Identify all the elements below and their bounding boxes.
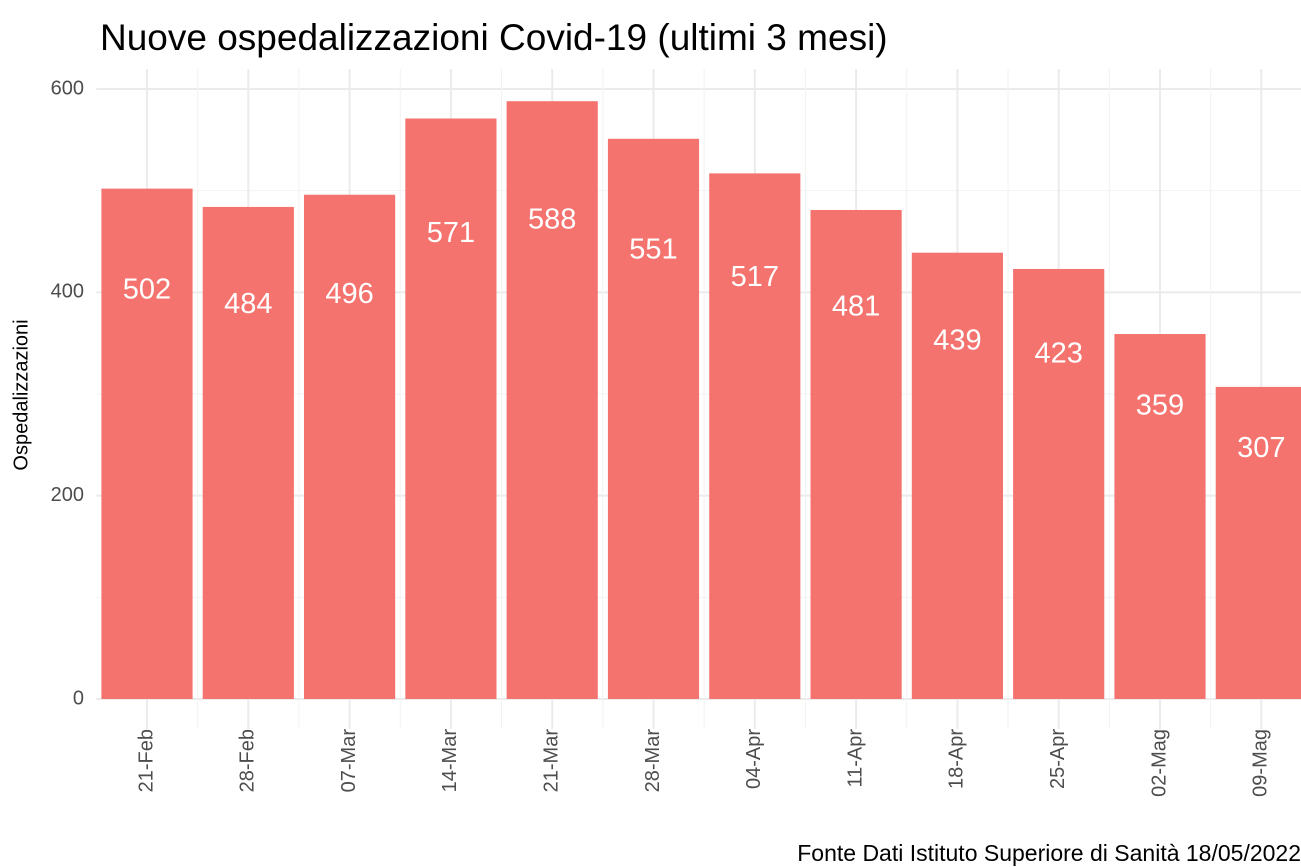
y-tick-label: 200 <box>51 484 84 506</box>
value-label: 496 <box>325 278 373 310</box>
y-tick-label: 400 <box>51 281 84 303</box>
x-tick-label: 21-Feb <box>135 729 157 792</box>
x-tick-label: 21-Mar <box>540 729 562 793</box>
x-tick-label: 02-Mag <box>1148 729 1170 797</box>
x-tick-label: 28-Feb <box>237 729 259 792</box>
y-tick-label: 600 <box>51 77 84 99</box>
value-label: 551 <box>629 234 677 266</box>
value-label: 517 <box>731 261 779 293</box>
bar <box>1114 334 1206 699</box>
bar <box>202 206 294 699</box>
x-tick-label: 25-Apr <box>1047 729 1069 789</box>
x-tick-label: 14-Mar <box>439 729 461 793</box>
bar <box>506 101 598 699</box>
value-label: 481 <box>832 290 880 322</box>
bar <box>911 252 1003 699</box>
x-tick-label: 18-Apr <box>946 729 968 789</box>
value-label: 307 <box>1237 432 1285 464</box>
bar <box>304 194 396 699</box>
x-tick-label: 09-Mag <box>1250 729 1272 797</box>
x-tick-label: 07-Mar <box>338 729 360 793</box>
x-tick-label: 28-Mar <box>642 729 664 793</box>
value-label: 502 <box>123 273 171 305</box>
bar <box>810 209 902 699</box>
value-label: 484 <box>224 288 272 320</box>
caption: Fonte Dati Istituto Superiore di Sanità … <box>797 840 1301 866</box>
bar <box>1215 386 1301 699</box>
y-tick-label: 0 <box>73 687 84 709</box>
y-axis-label: Ospedalizzazioni <box>10 319 32 470</box>
bar <box>709 173 801 700</box>
bar <box>405 118 497 699</box>
value-label: 571 <box>427 217 475 249</box>
value-label: 423 <box>1035 338 1083 370</box>
bar <box>1013 268 1105 699</box>
value-label: 359 <box>1136 390 1184 422</box>
value-label: 588 <box>528 203 576 235</box>
bar <box>607 138 700 700</box>
x-tick-label: 11-Apr <box>844 729 866 788</box>
chart-title: Nuove ospedalizzazioni Covid-19 (ultimi … <box>100 17 888 58</box>
value-label: 439 <box>933 325 981 357</box>
x-tick-label: 04-Apr <box>743 729 765 789</box>
bar <box>101 188 193 699</box>
